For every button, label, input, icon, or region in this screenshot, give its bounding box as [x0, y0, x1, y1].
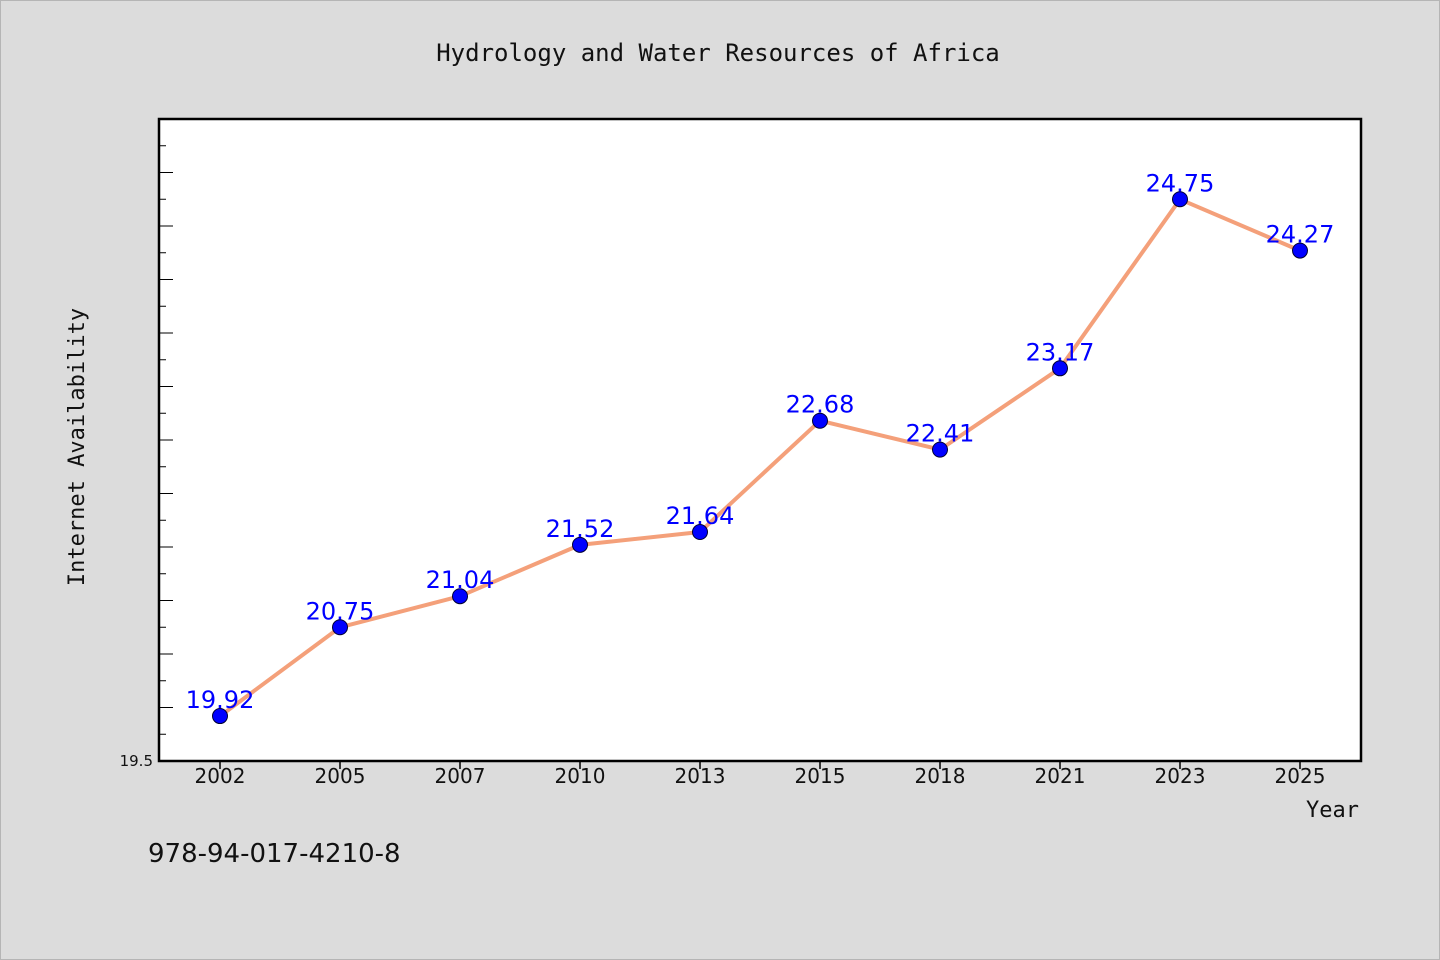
data-label: 22.68 — [786, 391, 855, 419]
isbn-text: 978-94-017-4210-8 — [148, 839, 401, 869]
x-tick-label: 2010 — [555, 764, 606, 788]
data-label: 24.75 — [1146, 169, 1215, 197]
data-markers — [212, 191, 1308, 725]
data-point — [1052, 360, 1068, 377]
data-label: 19.92 — [186, 686, 255, 714]
data-point — [1292, 242, 1308, 259]
series-line — [218, 197, 1302, 719]
data-point — [332, 619, 348, 636]
data-point — [692, 524, 708, 541]
x-tick-label: 2021 — [1035, 764, 1086, 788]
data-point — [1172, 191, 1188, 208]
x-tick-label: 2005 — [315, 764, 366, 788]
data-point — [572, 536, 588, 553]
y-axis-label: Internet Availability — [65, 308, 90, 586]
chart-title: Hydrology and Water Resources of Africa — [436, 39, 1000, 67]
x-tick-label: 2007 — [435, 764, 486, 788]
data-label: 23.17 — [1026, 338, 1095, 366]
data-label: 21.04 — [426, 566, 495, 594]
x-tick-label: 2015 — [795, 764, 846, 788]
y-axis-min-label: 19.5 — [120, 752, 153, 770]
data-labels: 19.92 20.75 21.04 21.52 21.64 22.68 22.41 23.17… — [186, 169, 1335, 714]
x-axis-ticks — [219, 761, 1301, 769]
y-axis-ticks — [159, 145, 173, 735]
x-tick-label: 2018 — [915, 764, 966, 788]
x-tick-labels: 2002 2005 2007 2010 2013 2015 2018 2021 2023 2025 — [195, 764, 1326, 788]
data-label: 20.75 — [306, 597, 375, 625]
x-tick-label: 2002 — [195, 764, 246, 788]
x-tick-label: 2025 — [1275, 764, 1326, 788]
data-label: 24.27 — [1266, 221, 1335, 249]
data-point — [812, 412, 828, 429]
x-axis-label: Year — [1306, 798, 1359, 823]
data-point — [212, 708, 228, 725]
data-point — [452, 588, 468, 605]
data-label: 21.64 — [666, 502, 735, 530]
data-label: 22.41 — [906, 420, 975, 448]
data-point — [932, 441, 948, 458]
plot-area — [157, 117, 1363, 763]
data-label: 21.52 — [546, 515, 615, 543]
x-tick-label: 2023 — [1155, 764, 1206, 788]
x-tick-label: 2013 — [675, 764, 726, 788]
